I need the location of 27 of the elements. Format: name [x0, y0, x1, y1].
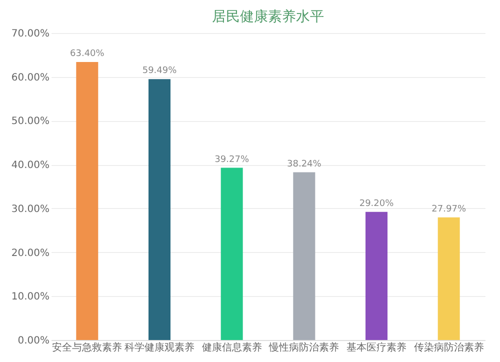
data-label: 29.20% — [359, 198, 394, 209]
data-label: 38.24% — [287, 159, 322, 170]
x-tick-label: 基本医疗素养 — [346, 342, 406, 354]
bar — [220, 168, 243, 340]
x-tick-label: 传染病防治素养 — [414, 342, 484, 354]
data-label: 59.49% — [142, 66, 178, 76]
y-tick-label: 60.00% — [11, 72, 50, 84]
x-tick-label: 安全与急救素养 — [52, 342, 122, 354]
data-label: 27.97% — [432, 204, 466, 214]
bar — [76, 62, 98, 340]
bar — [148, 79, 170, 340]
data-label: 39.27% — [214, 154, 250, 165]
y-tick-label: 50.00% — [11, 116, 50, 128]
y-tick-label: 70.00% — [11, 28, 50, 40]
y-tick-label: 40.00% — [11, 160, 50, 172]
x-tick-label: 健康信息素养 — [202, 342, 262, 354]
bar — [438, 217, 460, 340]
y-tick-label: 20.00% — [11, 248, 50, 259]
y-tick-label: 10.00% — [11, 292, 50, 303]
bar — [293, 172, 316, 340]
x-tick-label: 科学健康观素养 — [124, 342, 194, 354]
bar — [366, 212, 388, 340]
y-tick-label: 0.00% — [18, 336, 50, 346]
x-tick-label: 慢性病防治素养 — [268, 342, 340, 354]
y-tick-label: 30.00% — [11, 204, 50, 215]
data-label: 63.40% — [70, 48, 105, 59]
chart-title: 居民健康素养水平 — [212, 9, 324, 25]
